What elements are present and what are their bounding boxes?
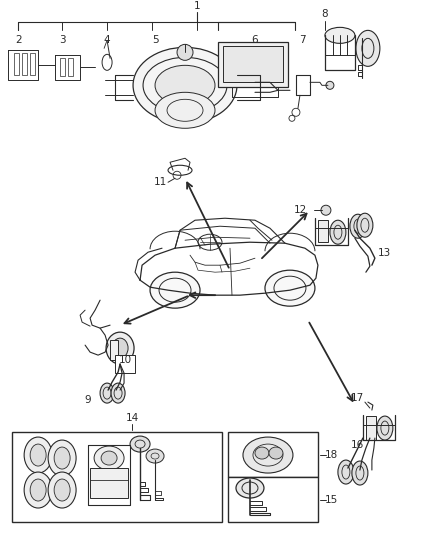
Bar xyxy=(223,46,283,82)
Text: 17: 17 xyxy=(351,393,364,403)
Text: 15: 15 xyxy=(325,495,338,505)
Text: 11: 11 xyxy=(153,177,167,187)
Ellipse shape xyxy=(377,416,393,440)
Text: 4: 4 xyxy=(104,35,110,45)
Text: 9: 9 xyxy=(85,395,92,405)
Ellipse shape xyxy=(106,332,134,364)
Bar xyxy=(68,58,73,76)
Ellipse shape xyxy=(101,451,117,465)
Ellipse shape xyxy=(130,436,150,452)
Ellipse shape xyxy=(243,437,293,473)
Text: 2: 2 xyxy=(15,35,21,45)
Ellipse shape xyxy=(330,220,346,244)
Ellipse shape xyxy=(155,66,215,106)
Ellipse shape xyxy=(24,472,52,508)
Ellipse shape xyxy=(350,214,366,238)
Ellipse shape xyxy=(326,82,334,90)
Bar xyxy=(228,477,318,522)
Bar xyxy=(60,58,65,76)
Ellipse shape xyxy=(54,479,70,501)
Ellipse shape xyxy=(112,338,128,358)
Ellipse shape xyxy=(48,440,76,476)
Bar xyxy=(110,340,118,360)
Ellipse shape xyxy=(48,472,76,508)
Ellipse shape xyxy=(100,383,114,403)
Text: 13: 13 xyxy=(378,248,392,258)
Ellipse shape xyxy=(269,447,283,459)
Ellipse shape xyxy=(356,30,380,66)
Bar xyxy=(30,53,35,75)
Bar xyxy=(218,42,288,87)
Text: 3: 3 xyxy=(59,35,65,45)
Bar xyxy=(366,416,376,440)
Ellipse shape xyxy=(352,461,368,485)
Ellipse shape xyxy=(338,460,354,484)
Ellipse shape xyxy=(30,479,46,501)
Text: 5: 5 xyxy=(152,35,159,45)
Text: 1: 1 xyxy=(194,2,200,11)
Bar xyxy=(115,355,135,373)
Ellipse shape xyxy=(54,447,70,469)
Text: 7: 7 xyxy=(299,35,305,45)
Ellipse shape xyxy=(150,272,200,308)
Text: 8: 8 xyxy=(321,10,328,19)
Ellipse shape xyxy=(146,449,164,463)
Ellipse shape xyxy=(255,447,269,459)
Ellipse shape xyxy=(177,44,193,60)
Ellipse shape xyxy=(321,205,331,215)
Ellipse shape xyxy=(111,383,125,403)
Ellipse shape xyxy=(133,47,237,123)
Text: 18: 18 xyxy=(325,450,338,460)
Bar xyxy=(14,53,19,75)
Text: 14: 14 xyxy=(125,413,139,423)
Ellipse shape xyxy=(24,437,52,473)
Ellipse shape xyxy=(357,213,373,237)
Ellipse shape xyxy=(236,478,264,498)
Text: 12: 12 xyxy=(293,205,307,215)
Ellipse shape xyxy=(265,270,315,306)
Ellipse shape xyxy=(30,444,46,466)
Ellipse shape xyxy=(325,27,355,43)
Text: 16: 16 xyxy=(351,440,364,450)
Ellipse shape xyxy=(94,446,124,470)
Bar xyxy=(90,468,128,498)
Text: 10: 10 xyxy=(119,355,132,365)
Text: 6: 6 xyxy=(252,35,258,45)
Bar xyxy=(12,432,222,522)
Bar xyxy=(318,220,328,242)
Bar xyxy=(22,53,27,75)
Bar xyxy=(228,432,318,477)
Ellipse shape xyxy=(155,92,215,128)
